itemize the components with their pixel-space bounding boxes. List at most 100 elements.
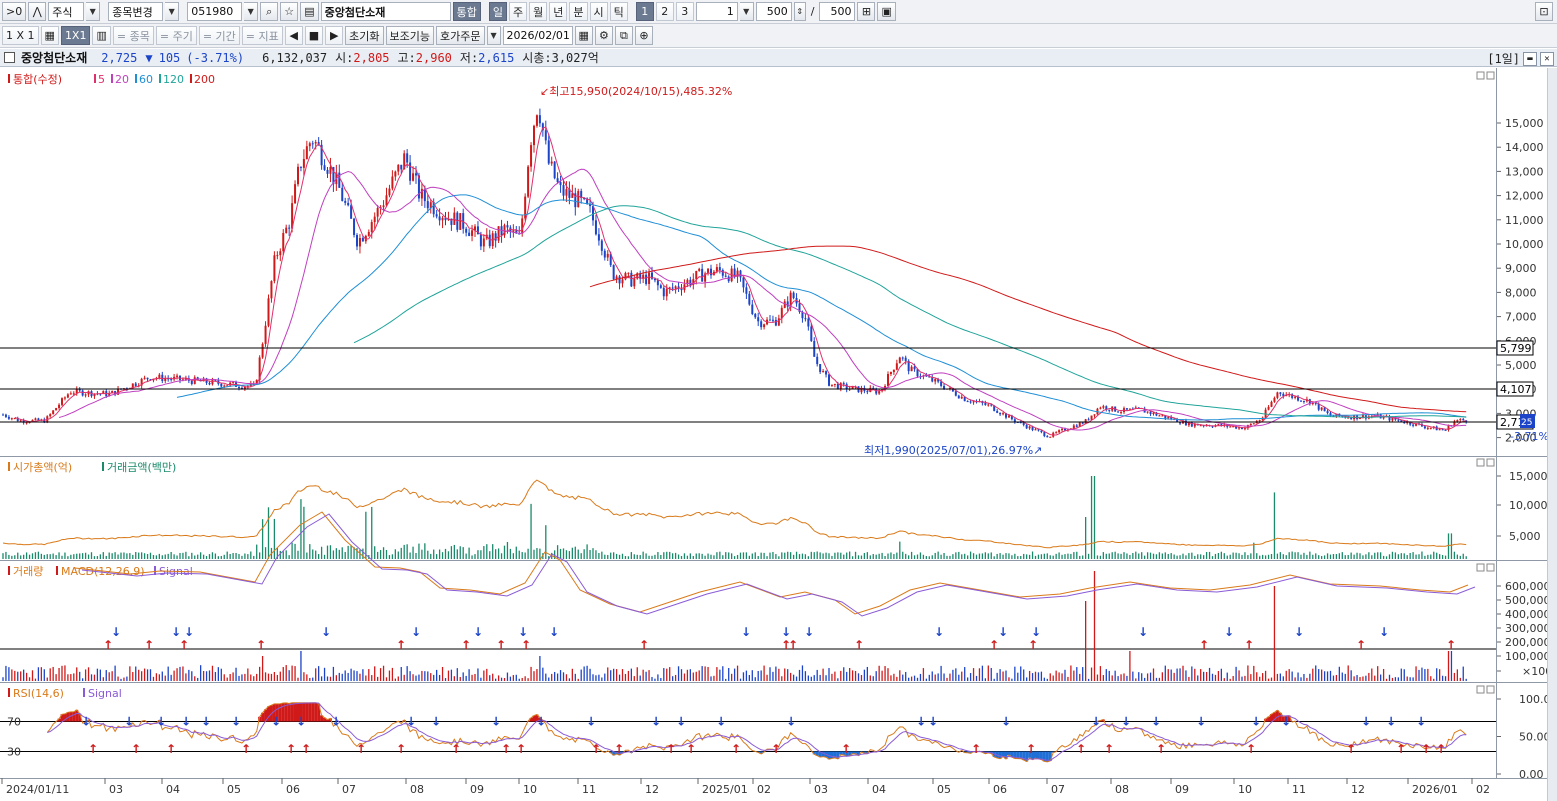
candle-body [1382, 416, 1385, 419]
save-icon[interactable]: ▣ [877, 2, 896, 21]
rsi-sell-arrow: ↓ [1251, 715, 1261, 729]
rsi-buy-arrow: ↑ [451, 742, 461, 756]
candle-body [760, 321, 763, 328]
tab-period-day[interactable]: 일 [488, 2, 507, 21]
candle-body [624, 273, 627, 280]
add-window-icon[interactable]: ⊞ [857, 2, 876, 21]
candle-body [662, 287, 665, 297]
layout-single-button[interactable]: 1X1 [60, 26, 91, 45]
interval-input[interactable]: 1 [695, 2, 738, 21]
calendar-icon[interactable]: ▦ [574, 26, 593, 45]
candle-body [1438, 429, 1441, 431]
rsi-sell-arrow: ↓ [491, 715, 501, 729]
rsi-sell-arrow: ↓ [271, 715, 281, 729]
stock-chart[interactable]: 15,000 14,000 13,000 12,000 11,000 10,000 9,00… [0, 68, 1547, 801]
candle-body [851, 386, 854, 389]
order-button[interactable]: 호가주문 [436, 26, 485, 45]
news-icon[interactable]: ▤ [300, 2, 319, 21]
ma60-line [176, 194, 1467, 421]
candle-body [28, 422, 31, 424]
macd-buy-arrow: ↑ [1028, 638, 1038, 652]
candle-body [621, 279, 624, 284]
time-tick-label: 07 [1051, 783, 1065, 796]
tab-period-minute[interactable]: 분 [569, 2, 588, 21]
stop-icon[interactable]: ■ [304, 26, 324, 45]
settings-icon[interactable]: ⚙ [594, 26, 613, 45]
candle-body [804, 318, 807, 320]
main-legend: 통합(수정) 5 20 60 120 200 [8, 73, 215, 86]
candle-body [81, 390, 84, 396]
table-icon[interactable]: ▥ [92, 26, 111, 45]
spin-icon[interactable]: ⇕ [793, 2, 806, 21]
candle-body [1028, 426, 1031, 429]
candle-body [550, 161, 553, 164]
macd-buy-arrow: ↑ [1446, 638, 1456, 652]
period-button[interactable]: = 주기 [155, 26, 197, 45]
stock-button[interactable]: = 종목 [112, 26, 154, 45]
rsi-buy-arrow: ↑ [356, 742, 366, 756]
stock-code-input[interactable]: 051980 [187, 2, 243, 21]
chevron-down-icon[interactable]: ▼ [244, 2, 259, 21]
tab-period-week[interactable]: 주 [509, 2, 528, 21]
range-button[interactable]: = 기간 [198, 26, 240, 45]
candle-body [1270, 401, 1273, 407]
zoom-icon[interactable]: ⊕ [634, 26, 653, 45]
change-stock-select[interactable]: 종목변경 [108, 2, 164, 21]
candle-body [1359, 417, 1361, 420]
chevron-down-icon[interactable]: ▼ [86, 2, 101, 21]
candle-body [1329, 413, 1332, 416]
legend-mark [8, 566, 10, 575]
chevron-down-icon[interactable]: ▼ [739, 2, 754, 21]
close-icon[interactable]: ✕ [1540, 51, 1554, 66]
price-tick-label: 8,000 [1505, 286, 1537, 299]
hline-badge-box [1496, 381, 1534, 397]
legend-mark [8, 688, 10, 697]
legend-mark [159, 74, 161, 83]
grid-icon[interactable]: ▦ [40, 26, 59, 45]
chevron-down-icon[interactable]: ▼ [165, 2, 180, 21]
search-icon[interactable]: ⌕ [260, 2, 279, 21]
pin-icon[interactable]: ⊡ [1535, 2, 1553, 21]
rsi-sell-arrow: ↓ [651, 715, 661, 729]
up-arrow-icon[interactable]: ⋀ [28, 2, 47, 21]
layout-1x1-button[interactable]: 1 X 1 [2, 26, 39, 45]
next-icon[interactable]: ▶ [325, 26, 344, 45]
candle-body [878, 391, 881, 394]
tab-period-tick[interactable]: 틱 [609, 2, 628, 21]
rsi-buy-arrow: ↑ [88, 742, 98, 756]
copy-icon[interactable]: ⧉ [614, 26, 633, 45]
candle-body [323, 165, 326, 170]
date-input[interactable]: 2026/02/01 [502, 26, 573, 45]
macd-sell-arrow: ↓ [1379, 625, 1389, 639]
candle-body [49, 414, 52, 417]
preset-1[interactable]: 1 [635, 2, 654, 21]
macd-buy-arrow: ↑ [256, 638, 266, 652]
candle-body [698, 268, 701, 271]
prev-icon[interactable]: ◀ [284, 26, 303, 45]
tab-integrated[interactable]: 통합 [452, 2, 481, 21]
market-select[interactable]: 주식 [48, 2, 85, 21]
scrollbar[interactable] [1547, 68, 1557, 801]
time-tick-label: 08 [410, 783, 424, 796]
reset-button[interactable]: 초기화 [345, 26, 384, 45]
indicator-button[interactable]: = 지표 [241, 26, 283, 45]
checkbox[interactable] [4, 52, 15, 63]
tab-period-month[interactable]: 월 [529, 2, 548, 21]
candle-body [651, 272, 653, 279]
nav-button[interactable]: >0 [2, 2, 27, 21]
count-input[interactable]: 500 [755, 2, 792, 21]
minimize-icon[interactable]: ▬ [1523, 51, 1537, 66]
tab-period-hour[interactable]: 시 [589, 2, 608, 21]
preset-3[interactable]: 3 [675, 2, 694, 21]
down-arrow-icon: ▼ [145, 50, 153, 65]
market-cap-line [2, 479, 1467, 549]
star-icon[interactable]: ☆ [280, 2, 299, 21]
candle-body [863, 388, 866, 392]
candle-body [727, 276, 730, 282]
tab-period-year[interactable]: 년 [549, 2, 568, 21]
chevron-down-icon[interactable]: ▼ [486, 26, 501, 45]
preset-2[interactable]: 2 [655, 2, 674, 21]
aux-button[interactable]: 보조기능 [385, 26, 435, 45]
candle-body [1347, 417, 1350, 419]
candle-body [633, 278, 636, 287]
